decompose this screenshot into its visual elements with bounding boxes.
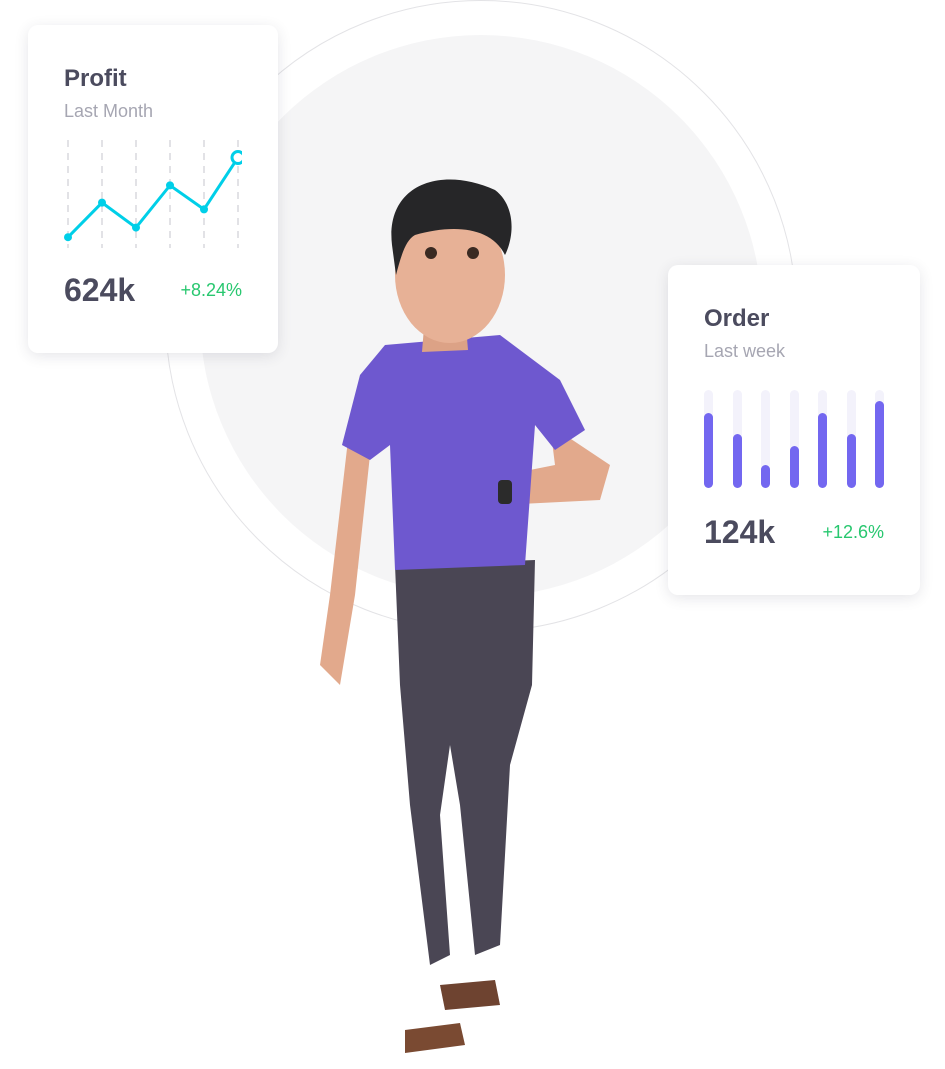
bar <box>789 445 799 488</box>
data-point <box>132 223 140 232</box>
bar <box>732 434 742 488</box>
order-card: Order Last week 124k +12.6% <box>668 265 920 595</box>
order-bar-chart <box>704 390 884 488</box>
card-subtitle: Last Month <box>64 101 154 121</box>
bar-track <box>789 390 799 488</box>
bar-track <box>704 390 713 488</box>
card-subtitle: Last week <box>704 341 786 361</box>
bar <box>846 434 856 488</box>
bar-track <box>818 390 827 488</box>
profit-change: +8.24% <box>180 280 242 300</box>
bar-track <box>846 390 856 488</box>
data-point <box>166 181 174 190</box>
data-point <box>230 150 242 166</box>
bar <box>761 465 770 488</box>
bar <box>875 400 884 488</box>
profit-value: 624k <box>64 272 136 308</box>
data-point <box>98 198 106 207</box>
character-illustration <box>320 179 610 1053</box>
order-value: 124k <box>704 514 776 550</box>
order-change: +12.6% <box>822 522 884 542</box>
bar-track <box>875 390 884 488</box>
bar <box>818 412 827 488</box>
series-line <box>66 156 240 239</box>
data-point <box>64 233 72 242</box>
bar-track <box>732 390 742 488</box>
bar-track <box>761 390 770 488</box>
data-point <box>200 205 208 214</box>
card-title: Order <box>704 305 770 332</box>
profit-line-chart <box>64 140 242 248</box>
card-title: Profit <box>64 65 127 92</box>
bar <box>704 412 713 488</box>
profit-card: Profit Last Month 624k +8.24% <box>28 25 278 353</box>
